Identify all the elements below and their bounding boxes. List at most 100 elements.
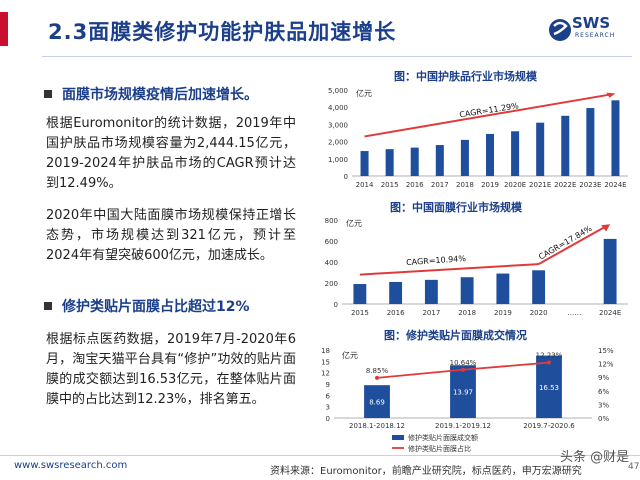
chart3-unit: 亿元	[342, 350, 358, 360]
chart2-trend-arrow	[601, 224, 611, 232]
chart3-bar-label: 16.53	[539, 384, 559, 392]
chart1-xtick: 2014	[356, 181, 374, 189]
chart2-ytick: 0	[334, 301, 338, 309]
chart2-xtick: 2017	[422, 309, 440, 317]
chart3-bar	[364, 385, 390, 418]
chart3-xtick: 2018.1-2018.12	[349, 422, 405, 430]
chart3-ytick-left: 9	[326, 381, 330, 389]
chart1-bar	[385, 149, 394, 176]
bullet-text: 修护类贴片面膜占比超过12%	[62, 299, 250, 315]
chart2-ytick: 800	[325, 217, 338, 225]
page-title: 2.3面膜类修护功能护肤品加速增长	[48, 20, 397, 44]
chart1-bar	[410, 147, 419, 176]
chart3-ytick-right: 0%	[598, 415, 609, 423]
paragraph-skincare: 根据Euromonitor的统计数据，2019年中国护肤品市场规模容量为2,44…	[46, 116, 296, 191]
chart2-trend-line-2	[538, 225, 607, 265]
chart3-ytick-right: 15%	[598, 347, 614, 355]
chart1-trend-arrow	[606, 92, 616, 98]
paragraph-mask-market: 2020年中国大陆面膜市场规模保持正增长态势，市场规模达到321亿元，预计至20…	[46, 208, 296, 263]
chart1-title: 图：中国护肤品行业市场规模	[394, 70, 537, 83]
chart2-unit: 亿元	[346, 218, 362, 228]
chart3-ytick-left: 12	[321, 370, 330, 378]
chart2-bar	[460, 277, 474, 304]
bullet-square-icon	[44, 90, 52, 98]
chart2-title: 图：中国面膜行业市场规模	[390, 201, 522, 214]
chart1-bar	[511, 131, 520, 176]
chart1-bar	[536, 122, 545, 176]
chart3-bar	[536, 355, 562, 418]
chart3-share-label: 8.85%	[366, 367, 389, 375]
chart2-xtick: 2020	[530, 309, 548, 317]
chart1-ytick: 1,000	[328, 156, 348, 164]
chart2-bar	[603, 238, 617, 304]
chart2-cagr-label-1: CAGR=10.94%	[406, 254, 467, 267]
chart3-ytick-left: 6	[326, 392, 331, 400]
chart1-xtick: 2019	[481, 181, 499, 189]
chart1-bar	[561, 115, 570, 176]
chart1-xtick: 2016	[406, 181, 424, 189]
chart3-xtick: 2019.7-2020.6	[523, 422, 575, 430]
chart1-xtick: 2023E	[579, 181, 601, 189]
chart2-trend-line-1	[359, 263, 539, 276]
chart1-ytick: 0	[344, 173, 348, 181]
chart3-ytick-left: 15	[321, 358, 330, 366]
page-number: 47	[628, 462, 640, 472]
chart3-legend-bar-swatch	[392, 435, 404, 440]
chart2-bar	[353, 284, 367, 304]
bullet-repair-share: 修护类贴片面膜占比超过12%	[44, 296, 296, 316]
chart2-bar	[532, 270, 546, 304]
bullet-square-icon	[44, 302, 52, 310]
chart1-xtick: 2015	[381, 181, 399, 189]
watermark: 头条 @财是	[560, 450, 630, 465]
chart1-xtick: 2020E	[504, 181, 526, 189]
logo-subtext: RESEARCH	[575, 32, 616, 39]
accent-bar	[0, 12, 8, 46]
bullet-text: 面膜市场规模疫情后加速增长。	[62, 87, 258, 103]
footer-divider	[0, 455, 640, 456]
chart3-xtick: 2019.1-2019.12	[435, 422, 491, 430]
chart2-xtick: 2019	[494, 309, 512, 317]
chart2-xtick: 2024E	[599, 309, 621, 317]
chart3-title: 图：修护类贴片面膜成交情况	[384, 329, 527, 342]
chart1-ytick: 3,000	[328, 121, 348, 129]
chart3-ytick-left: 0	[326, 415, 330, 423]
chart2-ytick: 400	[325, 259, 338, 267]
chart3-ytick-left: 18	[321, 347, 330, 355]
paragraph-repair-mask: 根据标点医药数据，2019年7月-2020年6月，淘宝天猫平台具有“修护”功效的…	[46, 332, 296, 407]
chart3-legend-bar-label: 修护类贴片面膜成交额	[408, 433, 478, 442]
chart-repair-mask: 亿元 0 3 6 9 12 15 18 0% 3% 6% 9% 12% 15% 8.69 2018.1-201…	[321, 347, 614, 452]
chart1-ytick: 4,000	[328, 104, 348, 112]
footer-url[interactable]: www.swsresearch.com	[14, 460, 128, 471]
chart3-ytick-left: 3	[326, 404, 330, 412]
bullet-market-growth: 面膜市场规模疫情后加速增长。	[44, 84, 296, 104]
chart3-share-label: 10.64%	[450, 359, 477, 367]
chart1-bar	[485, 133, 495, 176]
chart2-bar	[424, 279, 438, 304]
chart1-xtick: 2024E	[604, 181, 626, 189]
chart1-xtick: 2017	[431, 181, 449, 189]
chart1-xtick: 2018	[456, 181, 474, 189]
chart-mask-market: 亿元 0 200 400 600 800 2015 2016 2017 2018 2019 2020 ……	[325, 217, 628, 317]
chart2-xtick: ……	[567, 309, 581, 317]
chart3-share-point	[547, 360, 551, 365]
chart3-ytick-right: 6%	[598, 388, 609, 396]
chart1-bar	[611, 100, 620, 176]
chart2-xtick: 2015	[351, 309, 369, 317]
chart3-ytick-right: 12%	[598, 361, 614, 369]
chart1-bar	[435, 145, 444, 176]
chart2-bar	[496, 273, 510, 304]
chart1-xtick: 2021E	[529, 181, 551, 189]
chart1-xtick: 2022E	[554, 181, 576, 189]
chart2-bar	[389, 281, 403, 304]
chart1-cagr-label: CAGR=11.29%	[459, 101, 520, 119]
chart1-ytick: 5,000	[328, 87, 348, 95]
chart3-bar	[450, 365, 476, 418]
chart1-unit: 亿元	[356, 88, 372, 98]
sws-logo	[549, 19, 571, 41]
chart3-legend-line-label: 修护类贴片面膜占比	[408, 444, 471, 452]
header: 2.3面膜类修护功能护肤品加速增长 SWS RESEARCH	[0, 0, 640, 62]
chart1-bar	[586, 108, 595, 176]
chart3-ytick-right: 9%	[598, 374, 609, 382]
chart3-share-label: 12.23%	[536, 352, 563, 360]
chart2-xtick: 2018	[458, 309, 476, 317]
